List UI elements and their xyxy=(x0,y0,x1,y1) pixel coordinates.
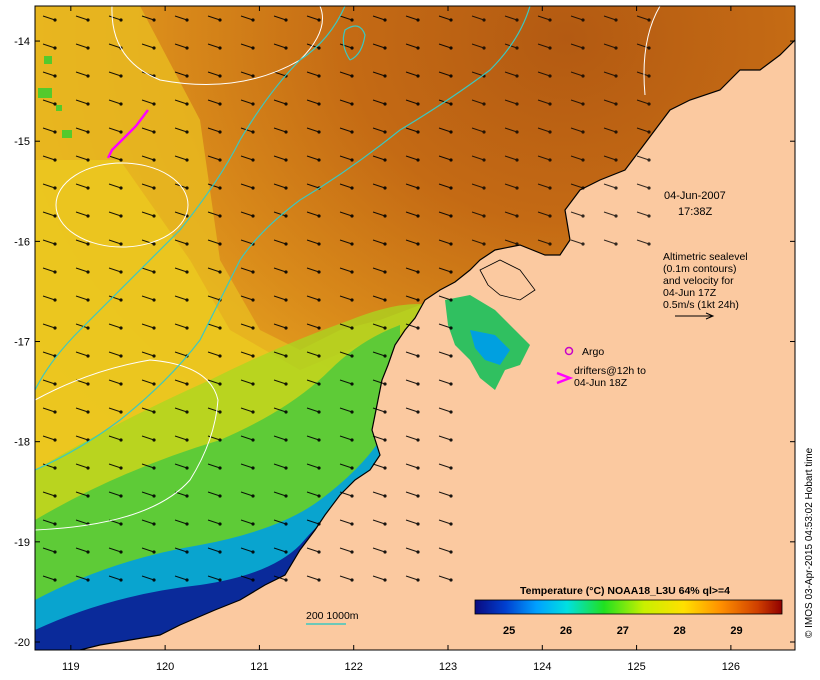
isobath-label: 200 1000m xyxy=(306,610,359,622)
colorbar-title: Temperature (°C) NOAA18_L3U 64% ql>=4 xyxy=(520,585,730,597)
lon-tick-label: 125 xyxy=(627,661,645,673)
lon-tick-label: 119 xyxy=(62,661,80,673)
colorbar: Temperature (°C) NOAA18_L3U 64% ql>=4 25… xyxy=(474,585,783,637)
altimetry-line-5: 0.5m/s (1kt 24h) xyxy=(663,299,739,311)
colorbar-ramp xyxy=(474,599,783,615)
colorbar-tick-label: 26 xyxy=(560,625,572,637)
longitude-axis: 119 120 121 122 123 124 125 126 xyxy=(62,6,740,673)
lon-tick-label: 124 xyxy=(533,661,551,673)
scale-arrow-head-icon xyxy=(705,312,715,320)
drifter-symbol-icon xyxy=(556,371,574,385)
drifters-line-2: 04-Jun 18Z xyxy=(574,377,628,389)
colorbar-tick-label: 28 xyxy=(674,625,686,637)
platform-legend: Argo drifters@12h to 04-Jun 18Z xyxy=(556,346,646,389)
drifter-track xyxy=(106,109,149,159)
inlet-cool-water xyxy=(470,330,510,365)
credit-label: © IMOS 03-Apr-2015 04:53:02 Hobart time xyxy=(804,447,815,638)
latitude-axis: -14 -15 -16 -17 -18 -19 -20 xyxy=(14,36,795,649)
velocity-arrows xyxy=(35,6,465,586)
lon-tick-label: 126 xyxy=(722,661,740,673)
coastal-island xyxy=(479,259,536,301)
altimetry-legend: Altimetric sealevel (0.1m contours) and … xyxy=(663,251,748,320)
date-label: 04-Jun-2007 xyxy=(664,190,726,202)
argo-label: Argo xyxy=(582,346,604,358)
colorbar-tick-label: 29 xyxy=(730,625,742,637)
lat-tick-label: -19 xyxy=(14,537,30,549)
time-label: 17:38Z xyxy=(678,206,713,218)
lon-tick-label: 123 xyxy=(439,661,457,673)
argo-symbol-icon xyxy=(564,346,574,356)
drifters-line-1: drifters@12h to xyxy=(574,365,646,377)
colorbar-tick-label: 25 xyxy=(503,625,515,637)
altimetry-line-2: (0.1m contours) xyxy=(663,263,737,275)
colorbar-tick-label: 27 xyxy=(617,625,629,637)
altimetry-line-3: and velocity for xyxy=(663,275,734,287)
lat-tick-label: -14 xyxy=(14,36,30,48)
lon-tick-label: 120 xyxy=(156,661,174,673)
isobath-lines xyxy=(35,6,531,471)
lat-tick-label: -15 xyxy=(14,136,30,148)
altimetry-line-4: 04-Jun 17Z xyxy=(663,287,717,299)
colorbar-ticks: 25 26 27 28 29 xyxy=(503,625,743,637)
map-frame xyxy=(34,5,796,651)
lat-tick-label: -18 xyxy=(14,437,30,449)
altimetry-line-1: Altimetric sealevel xyxy=(663,251,748,263)
map-panel xyxy=(35,6,795,650)
isobath-legend: 200 1000m xyxy=(306,610,359,625)
lat-tick-label: -20 xyxy=(14,637,30,649)
lon-tick-label: 121 xyxy=(250,661,268,673)
lon-tick-label: 122 xyxy=(345,661,363,673)
lat-tick-label: -17 xyxy=(14,337,30,349)
velocity-arrows-north xyxy=(465,6,655,246)
sealevel-contours xyxy=(35,6,661,531)
lat-tick-label: -16 xyxy=(14,236,30,248)
